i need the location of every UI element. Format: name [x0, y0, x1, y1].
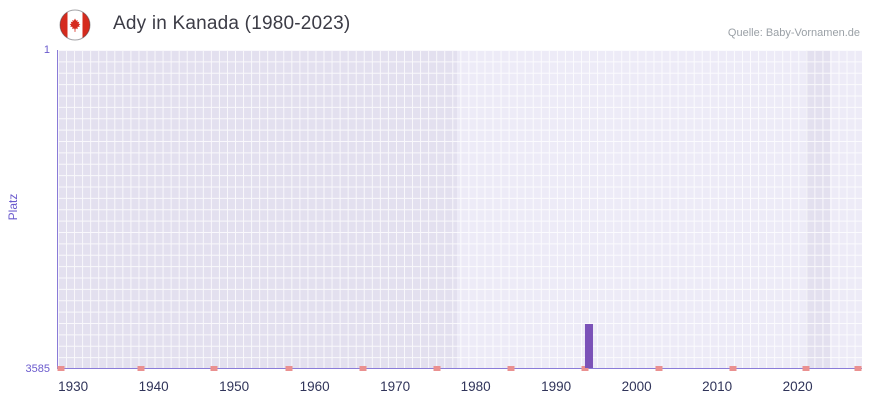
chart-title: Ady in Kanada (1980-2023) [113, 13, 351, 34]
markers-layer [57, 50, 862, 371]
data-marker [854, 366, 862, 371]
y-axis-title: Platz [6, 193, 20, 221]
x-axis-tick-label: 1940 [138, 379, 169, 394]
y-axis-bottom-label: 3585 [25, 363, 50, 375]
source-credit: Quelle: Baby-Vornamen.de [727, 27, 860, 39]
data-marker [285, 366, 293, 371]
x-axis-tick-label: 1970 [380, 379, 411, 394]
data-marker [655, 366, 663, 371]
data-marker [802, 366, 810, 371]
plot-area [57, 50, 862, 371]
data-marker [507, 366, 515, 371]
bars-layer [58, 50, 862, 368]
data-marker [359, 366, 367, 371]
x-axis-tick-label: 2000 [621, 379, 652, 394]
data-marker [57, 366, 65, 371]
canada-flag-icon [59, 9, 91, 41]
x-axis-labels: 1930 1940 1950 1960 1970 1980 1990 2000 2010 2020 [57, 379, 862, 399]
data-marker [433, 366, 441, 371]
x-axis-tick-label: 1980 [460, 379, 491, 394]
data-marker [729, 366, 737, 371]
data-marker [210, 366, 218, 371]
x-axis-tick-label: 2020 [782, 379, 813, 394]
chart-bar[interactable] [584, 323, 593, 368]
data-marker [137, 366, 145, 371]
x-axis-tick-label: 1950 [219, 379, 250, 394]
x-axis-tick-label: 1930 [58, 379, 89, 394]
x-axis-tick-label: 2010 [702, 379, 733, 394]
x-axis-tick-label: 1960 [299, 379, 330, 394]
x-axis-tick-label: 1990 [541, 379, 572, 394]
data-marker [581, 366, 589, 371]
y-axis-top-label: 1 [43, 44, 50, 56]
